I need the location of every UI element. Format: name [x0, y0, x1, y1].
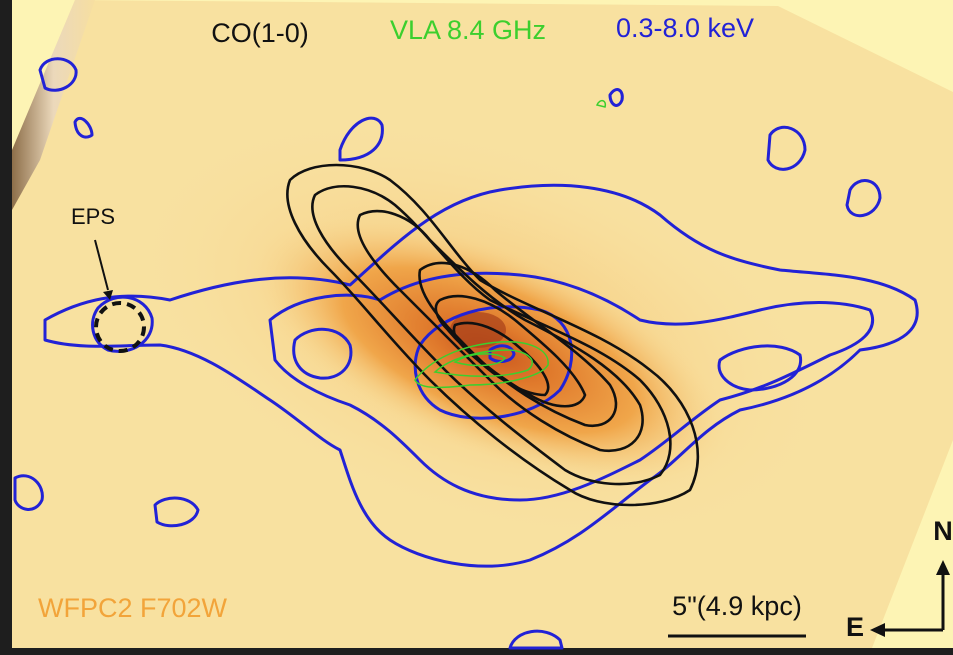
radio-contours	[414, 99, 607, 389]
legend-xray: 0.3-8.0 keV	[616, 13, 754, 43]
xray-contour	[268, 271, 874, 502]
xray-contour	[717, 344, 803, 392]
eps-arrow	[94, 239, 109, 291]
compass-east: E	[846, 612, 864, 642]
co-contour	[286, 163, 700, 507]
compass: N E	[846, 516, 953, 642]
xray-contour	[43, 183, 919, 568]
compass-north: N	[933, 516, 953, 546]
source-label: EPS	[71, 204, 115, 229]
legend-co: CO(1-0)	[211, 18, 309, 48]
co-contour	[418, 261, 618, 428]
xray-contour	[91, 295, 154, 353]
xray-contour	[338, 116, 384, 162]
galaxy-core	[450, 312, 506, 348]
xray-contours	[13, 57, 919, 650]
co-contour	[452, 321, 550, 397]
compass-east-head	[870, 623, 885, 637]
xray-contour	[13, 474, 44, 511]
xray-contour	[73, 116, 94, 139]
image-edge	[12, 0, 95, 210]
xray-contour	[766, 125, 807, 171]
radio-contour	[414, 341, 549, 389]
xray-contour	[38, 57, 78, 92]
xray-contour	[488, 344, 516, 363]
xray-contour	[292, 327, 353, 380]
xray-contour	[845, 179, 882, 218]
eps-marker	[94, 301, 146, 353]
eps-arrowhead	[103, 290, 113, 300]
xray-contour	[153, 496, 200, 528]
compass-north-head	[936, 560, 950, 575]
xray-contour	[413, 305, 574, 420]
co-contour	[434, 294, 587, 408]
filter-label: WFPC2 F702W	[38, 593, 228, 623]
radio-contour	[453, 353, 507, 367]
xray-contour	[508, 629, 564, 650]
legend-radio: VLA 8.4 GHz	[390, 15, 546, 45]
radio-contour	[595, 99, 607, 108]
scale-bar-label: 5"(4.9 kpc)	[672, 591, 802, 621]
xray-contour	[608, 88, 624, 107]
co-contour	[356, 209, 644, 453]
co-contours	[286, 163, 700, 507]
